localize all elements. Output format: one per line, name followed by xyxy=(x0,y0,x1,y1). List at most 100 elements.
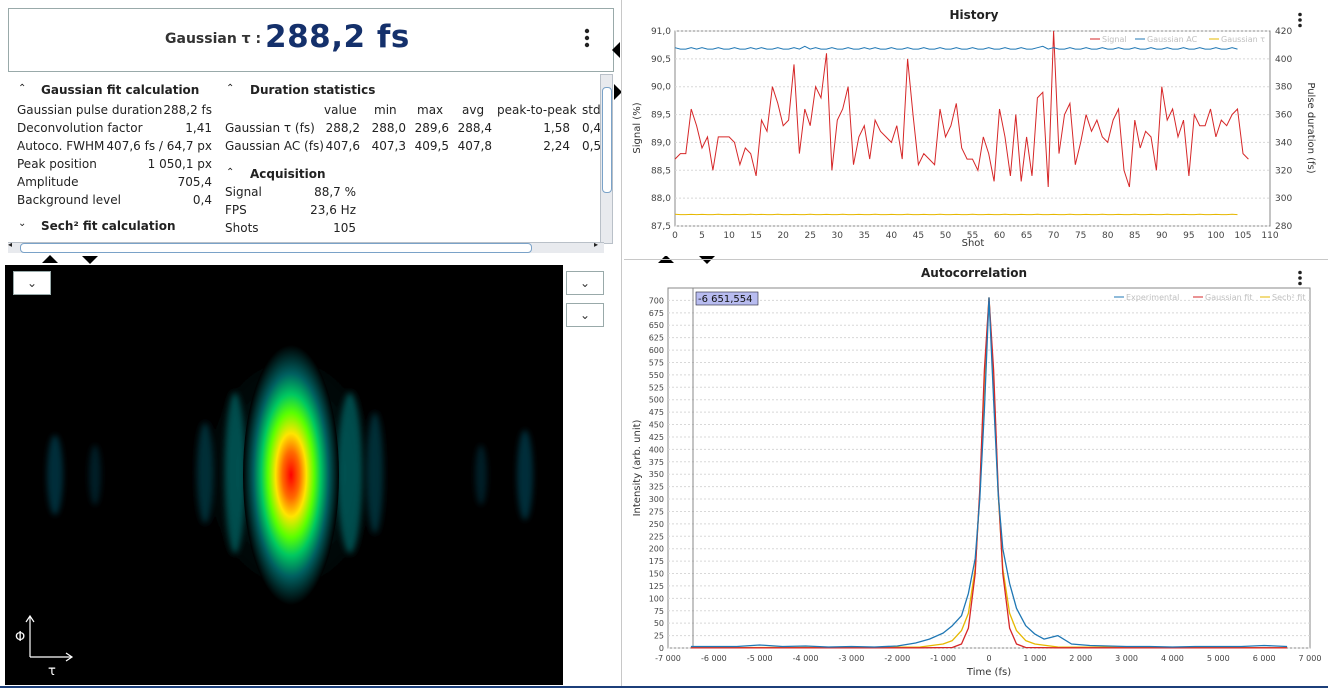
camera-image-view[interactable]: Φ τ ⌄ xyxy=(5,265,563,685)
y-tick-label: 90,5 xyxy=(651,55,671,65)
x-tick-label: 85 xyxy=(1129,231,1140,241)
x-tick-label: 15 xyxy=(750,231,761,241)
y-tick-label: 88,5 xyxy=(651,166,671,176)
fit-value: 288,2 fs xyxy=(108,103,212,117)
colormap-dropdown[interactable]: ⌄ xyxy=(13,271,51,295)
beam-image: Φ τ xyxy=(5,265,563,685)
y-tick-label: 50 xyxy=(654,619,664,628)
x-tick-label: 25 xyxy=(805,231,816,241)
stats-row-label: Gaussian τ (fs) xyxy=(225,121,315,135)
y-tick-label: 89,0 xyxy=(651,138,671,148)
gaussian-fit-title: Gaussian fit calculation xyxy=(41,83,199,97)
x-tick-label: 95 xyxy=(1183,231,1194,241)
x-tick-label: 50 xyxy=(940,231,952,241)
y-tick-label: 300 xyxy=(649,495,664,504)
legend-gaussian-ac: Gaussian AC xyxy=(1147,35,1198,44)
expand-icon[interactable]: ⌄ xyxy=(18,218,26,229)
x-tick-label: -6 000 xyxy=(701,654,727,663)
splitter-down-arrow-icon[interactable] xyxy=(82,256,98,264)
column-header: peak-to-peak xyxy=(497,103,577,117)
autocorr-ylabel: Intensity (arb. unit) xyxy=(632,419,643,516)
duration-stats-title: Duration statistics xyxy=(250,83,375,97)
y-tick-label: 425 xyxy=(649,433,664,442)
plot-area xyxy=(668,288,1310,648)
x-tick-label: 1 000 xyxy=(1023,654,1046,663)
y-tick-label: 525 xyxy=(649,383,664,392)
acq-value: 88,7 % xyxy=(278,185,356,199)
sech-fit-title[interactable]: Sech² fit calculation xyxy=(41,219,176,233)
stats-horizontal-scrollbar[interactable]: ◂ ▸ xyxy=(8,242,604,253)
stats-cell: 409,5 xyxy=(407,139,449,153)
x-tick-label: 5 xyxy=(699,231,705,241)
stats-cell: 407,8 xyxy=(450,139,492,153)
acq-label: FPS xyxy=(225,203,247,217)
x-tick-label: 30 xyxy=(832,231,844,241)
statistics-panel: ⌃ Gaussian fit calculation Gaussian puls… xyxy=(8,72,603,242)
fit-label: Peak position xyxy=(17,157,97,171)
y-tick-label: 25 xyxy=(654,632,664,641)
column-header: min xyxy=(374,103,397,117)
x-tick-label: 70 xyxy=(1048,231,1060,241)
collapse-icon[interactable]: ⌃ xyxy=(18,83,26,94)
y-tick-label: 575 xyxy=(649,358,664,367)
y-tick-label: 325 xyxy=(649,483,664,492)
legend-experimental: Experimental xyxy=(1126,293,1179,302)
column-header: avg xyxy=(462,103,484,117)
y-tick-label: 100 xyxy=(649,594,664,603)
stats-cell: 407,6 xyxy=(318,139,360,153)
stats-cell: 288,0 xyxy=(364,121,406,135)
y-tick-label: 225 xyxy=(649,532,664,541)
splitter-up-arrow-icon[interactable] xyxy=(42,255,58,263)
y-tick-label: 87,5 xyxy=(651,222,671,232)
x-tick-label: 90 xyxy=(1156,231,1168,241)
x-tick-label: 80 xyxy=(1102,231,1114,241)
collapse-icon[interactable]: ⌃ xyxy=(226,167,234,178)
y-tick-label: 375 xyxy=(649,458,664,467)
stats-cell: 289,6 xyxy=(407,121,449,135)
y-tick-label: 650 xyxy=(649,321,664,330)
x-tick-label: 110 xyxy=(1261,231,1278,241)
header-value: 288,2 fs xyxy=(265,19,410,55)
tau-axis-label: τ xyxy=(48,664,56,679)
phi-axis-label: Φ xyxy=(15,630,25,645)
scale-dropdown[interactable]: ⌄ xyxy=(566,303,604,327)
x-tick-label: 40 xyxy=(886,231,898,241)
acq-value: 105 xyxy=(278,221,356,235)
splitter-down-arrow-icon[interactable] xyxy=(699,256,715,264)
y-tick-label: 600 xyxy=(649,346,664,355)
scroll-right-icon[interactable]: ▸ xyxy=(594,240,598,249)
scroll-left-icon[interactable]: ◂ xyxy=(8,240,12,249)
y-tick-label: 90,0 xyxy=(651,83,671,93)
cursor-readout: -6 651,554 xyxy=(698,294,753,305)
y-tick-label: 250 xyxy=(649,520,664,529)
y-tick-label: 625 xyxy=(649,334,664,343)
y-tick-label: 400 xyxy=(649,445,664,454)
acq-label: Shots xyxy=(225,221,259,235)
x-tick-label: 60 xyxy=(994,231,1006,241)
stats-vertical-scrollbar[interactable] xyxy=(600,74,613,244)
column-header: value xyxy=(324,103,357,117)
x-tick-label: 10 xyxy=(723,231,735,241)
fit-value: 705,4 xyxy=(108,175,212,189)
scroll-thumb[interactable] xyxy=(602,87,612,193)
legend-signal: Signal xyxy=(1102,35,1127,44)
history-ylabel-right: Pulse duration (fs) xyxy=(1305,82,1316,173)
autocorrelation-chart[interactable]: -7 000-6 000-5 000-4 000-3 000-2 000-1 0… xyxy=(624,264,1324,688)
x-tick-label: 100 xyxy=(1207,231,1224,241)
view-dropdown[interactable]: ⌄ xyxy=(566,271,604,295)
collapse-icon[interactable]: ⌃ xyxy=(226,83,234,94)
vertical-divider xyxy=(621,0,622,693)
stats-cell: 0,4 xyxy=(582,121,601,135)
x-tick-label: 4 000 xyxy=(1161,654,1184,663)
splitter-left-arrow-icon[interactable] xyxy=(612,42,620,58)
header-menu-icon[interactable] xyxy=(581,27,593,51)
y-tick-label: 89,5 xyxy=(651,111,671,121)
x-tick-label: 2 000 xyxy=(1069,654,1092,663)
column-header: max xyxy=(417,103,443,117)
chevron-down-icon: ⌄ xyxy=(27,276,37,290)
scroll-thumb[interactable] xyxy=(20,243,532,253)
acquisition-title: Acquisition xyxy=(250,167,326,181)
stats-row-label: Gaussian AC (fs) xyxy=(225,139,324,153)
acq-value: 23,6 Hz xyxy=(278,203,356,217)
